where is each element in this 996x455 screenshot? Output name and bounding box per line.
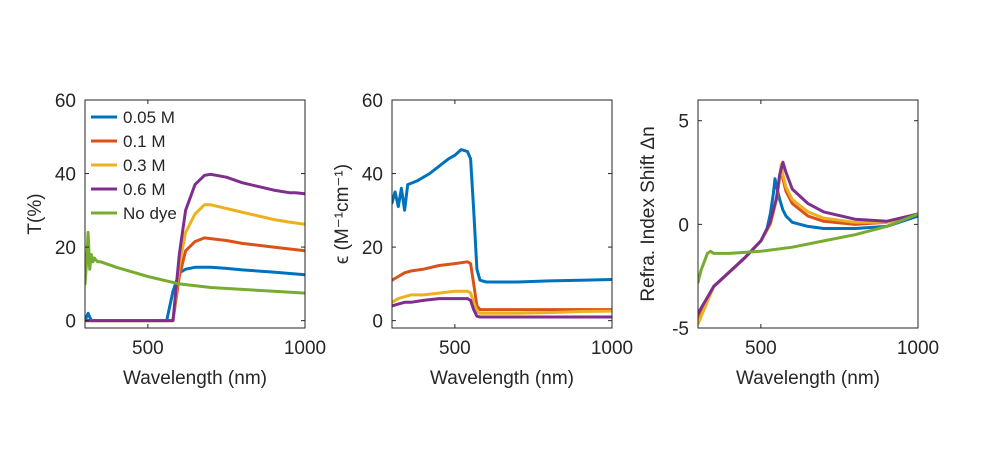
legend-entry-label: 0.1 M [123, 132, 166, 151]
x-tick-label: 1000 [591, 338, 633, 359]
y-tick-label: 0 [65, 312, 76, 333]
series-line-3 [85, 203, 305, 323]
y-tick-label: 5 [678, 112, 689, 133]
series-line-4 [85, 172, 305, 323]
y-tick-label: 20 [55, 238, 76, 259]
series-line-4 [392, 297, 612, 319]
y-axis-label: Refra. Index Shift Δn [638, 126, 659, 301]
y-tick-label: 40 [55, 165, 76, 186]
y-tick-label: -5 [672, 319, 689, 340]
series-group [85, 172, 305, 323]
y-tick-label: 60 [362, 91, 383, 112]
legend-entry-label: 0.3 M [123, 156, 166, 175]
x-tick-label: 1000 [284, 338, 326, 359]
series-line-5 [698, 212, 918, 284]
series-line-1 [698, 177, 918, 320]
x-tick-label: 1000 [897, 338, 939, 359]
legend: 0.05 M 0.1 M 0.3 M 0.6 M No dye [91, 108, 177, 223]
x-axis-label: Wavelength (nm) [123, 368, 267, 389]
series-group [698, 160, 918, 326]
series-line-5 [85, 230, 305, 295]
series-line-2 [85, 236, 305, 323]
series-line-1 [85, 265, 305, 323]
y-tick-label: 0 [678, 215, 689, 236]
chart-panel-3: 500 1000 -5 0 5 Wavelength (nm) Refra. Index S… [638, 99, 939, 389]
plot-frame [84, 99, 306, 329]
y-tick-label: 20 [362, 238, 383, 259]
y-tick-label: 0 [372, 312, 383, 333]
series-group [392, 148, 612, 319]
chart-panel-2: 500 1000 0 20 40 60 Wavelength (nm) ϵ (M⁻¹cm⁻¹) [332, 91, 633, 389]
series-line-1 [392, 148, 612, 284]
legend-entry-label: No dye [123, 204, 177, 223]
y-tick-label: 40 [362, 165, 383, 186]
x-tick-label: 500 [745, 338, 777, 359]
x-tick-label: 500 [439, 338, 471, 359]
series-line-3 [392, 289, 612, 315]
x-axis-label: Wavelength (nm) [736, 368, 880, 389]
plot-frame [697, 99, 919, 329]
x-tick-label: 500 [132, 338, 164, 359]
x-axis-label: Wavelength (nm) [430, 368, 574, 389]
series-line-4 [698, 160, 918, 315]
legend-entry-label: 0.05 M [123, 108, 175, 127]
y-axis-label: ϵ (M⁻¹cm⁻¹) [332, 164, 353, 264]
series-line-2 [392, 260, 612, 312]
plot-frame [391, 99, 613, 329]
y-tick-label: 60 [55, 91, 76, 112]
y-axis-label: T(%) [25, 193, 46, 234]
legend-entry-label: 0.6 M [123, 180, 166, 199]
